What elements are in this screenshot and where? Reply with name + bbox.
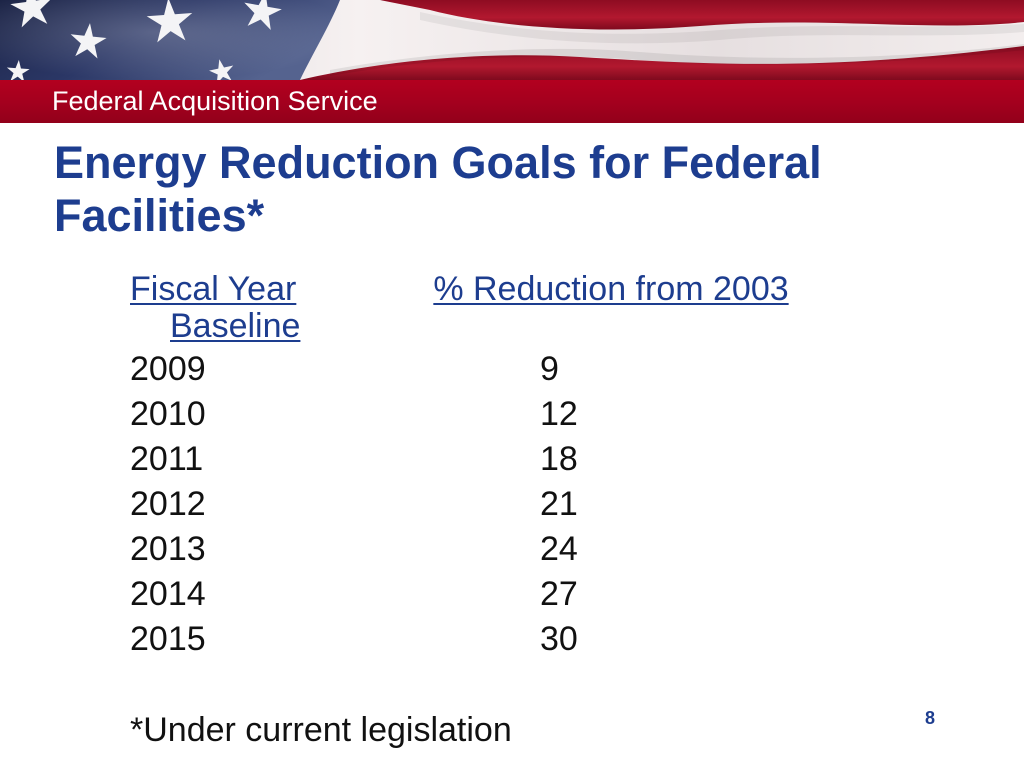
header-band: Federal Acquisition Service bbox=[0, 80, 1024, 123]
flag-banner bbox=[0, 0, 1024, 80]
fiscal-year-cell: 2015 bbox=[130, 620, 206, 658]
footnote: *Under current legislation bbox=[130, 711, 512, 749]
org-name: Federal Acquisition Service bbox=[52, 86, 378, 116]
reduction-cell: 30 bbox=[540, 620, 578, 658]
page-number: 8 bbox=[925, 708, 936, 728]
fiscal-year-cell: 2011 bbox=[130, 440, 204, 478]
reduction-cell: 9 bbox=[540, 350, 559, 388]
fiscal-year-cell: 2010 bbox=[130, 395, 206, 433]
table-header: Fiscal Year% Reduction from 2003 Baselin… bbox=[130, 271, 850, 345]
tab-spacer bbox=[296, 299, 433, 300]
reduction-cell: 18 bbox=[540, 440, 578, 478]
table-row: 2010 12 bbox=[0, 392, 1024, 437]
table-row: 2015 30 bbox=[0, 617, 1024, 662]
slide-title: Energy Reduction Goals for Federal Facil… bbox=[54, 137, 822, 241]
fiscal-year-cell: 2009 bbox=[130, 350, 206, 388]
column-header-fiscal-year: Fiscal Year bbox=[130, 270, 297, 308]
reduction-cell: 21 bbox=[540, 485, 578, 523]
reduction-cell: 12 bbox=[540, 395, 578, 433]
table-row: 2014 27 bbox=[0, 572, 1024, 617]
column-header-reduction: % Reduction from 2003 Baseline bbox=[170, 270, 789, 345]
reduction-cell: 27 bbox=[540, 575, 578, 613]
table-row: 2012 21 bbox=[0, 482, 1024, 527]
fiscal-year-cell: 2014 bbox=[130, 575, 206, 613]
reduction-cell: 24 bbox=[540, 530, 578, 568]
table-row: 2013 24 bbox=[0, 527, 1024, 572]
table-row: 2009 9 bbox=[0, 347, 1024, 392]
fiscal-year-cell: 2013 bbox=[130, 530, 206, 568]
table-row: 2011 18 bbox=[0, 437, 1024, 482]
fiscal-year-cell: 2012 bbox=[130, 485, 206, 523]
